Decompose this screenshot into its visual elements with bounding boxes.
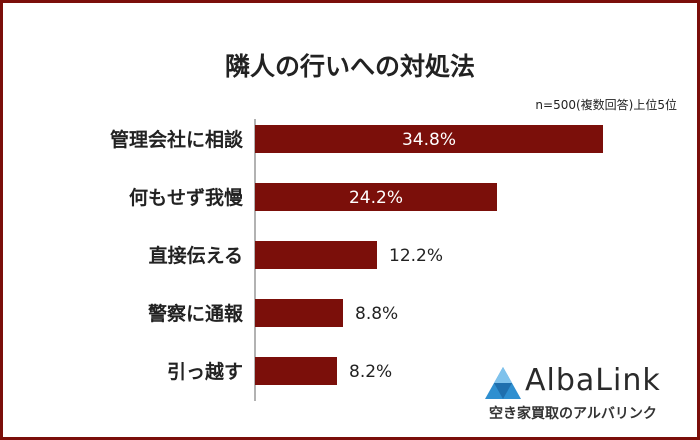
- brand-logo: AlbaLink 空き家買取のアルバリンク: [481, 359, 691, 429]
- brand-name: AlbaLink: [525, 363, 661, 398]
- brand-tagline: 空き家買取のアルバリンク: [489, 406, 657, 422]
- category-label: 何もせず我慢: [129, 186, 244, 209]
- category-label: 管理会社に相談: [110, 128, 244, 151]
- bar: [255, 357, 337, 385]
- bar: [255, 183, 497, 211]
- value-label: 8.8%: [355, 304, 398, 324]
- chart-title: 隣人の行いへの対処法: [224, 52, 475, 81]
- category-label: 警察に通報: [148, 302, 244, 325]
- bar: [255, 125, 603, 153]
- value-label: 12.2%: [389, 246, 443, 266]
- category-label: 引っ越す: [167, 360, 243, 383]
- value-label: 34.8%: [402, 130, 456, 150]
- value-label: 24.2%: [349, 188, 403, 208]
- sample-note: n=500(複数回答)上位5位: [535, 98, 677, 112]
- bar-chart: 管理会社に相談 34.8% 何もせず我慢 24.2% 直接伝える 12.2% 警察に通報 8.…: [110, 119, 603, 401]
- bar: [255, 299, 343, 327]
- bar: [255, 241, 377, 269]
- triangle-logo-icon: [485, 367, 521, 399]
- category-label: 直接伝える: [149, 244, 243, 267]
- value-label: 8.2%: [349, 362, 392, 382]
